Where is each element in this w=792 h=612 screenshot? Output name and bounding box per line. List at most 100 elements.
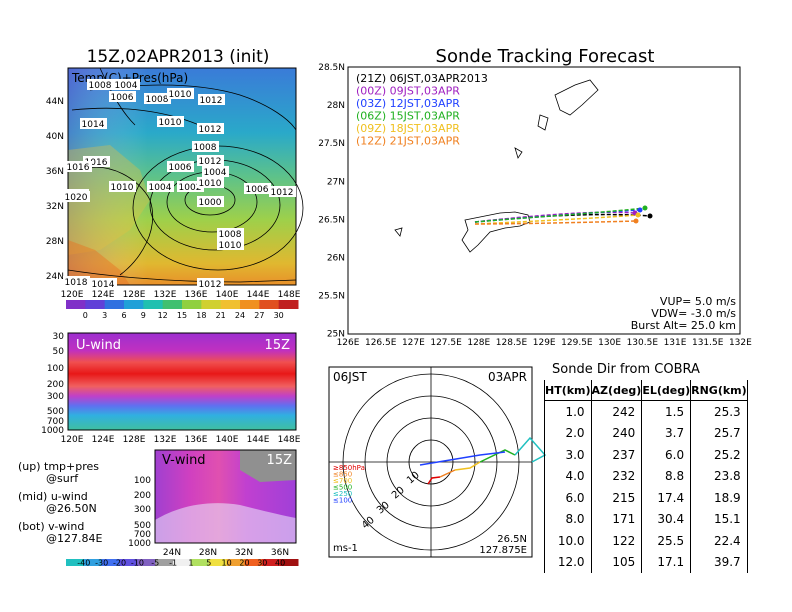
table-cell: 22.4 <box>690 530 748 552</box>
isobar-label-box <box>217 239 244 250</box>
isobar-label-box <box>192 141 219 152</box>
isobar-label: 1006 <box>109 91 136 103</box>
isobar-label-box <box>157 116 184 127</box>
note-bot-level: @127.84E <box>46 532 102 545</box>
wind-colorbar: -40 -30 -20 -10 -5 -1 1 5 10 20 30 40 <box>66 559 299 568</box>
isobar-label-text: 1010 <box>199 179 222 189</box>
lon-tick-label: 126E <box>337 338 360 348</box>
table-row: 8.0 171 30.4 15.1 <box>544 508 748 530</box>
isobar-label-text: 1018 <box>65 278 88 288</box>
isobar-label: 1012 <box>197 123 224 135</box>
table-cell: 25.5 <box>641 530 692 552</box>
lat-tick-label: 27N <box>327 177 345 187</box>
table-cell: 17.1 <box>641 551 692 573</box>
table-row: 6.0 215 17.4 18.9 <box>544 487 748 509</box>
isobar-label: 1012 <box>198 94 225 106</box>
isobar-label: 1008 <box>144 93 171 105</box>
lat-tick-label: 44N <box>46 97 64 107</box>
lon-tick-label: 140E <box>216 435 239 445</box>
level-legend-entry: ≤250 <box>333 490 352 498</box>
u-wind-panel <box>67 332 297 431</box>
lon-tick-label: 126.5E <box>365 338 397 348</box>
level-legend-entry: ≤500 <box>333 484 352 492</box>
isobar-label-box <box>167 161 194 172</box>
isobar-label-box <box>197 177 224 188</box>
lon-tick-label: 130E <box>598 338 621 348</box>
u-wind-time: 15Z <box>265 338 291 353</box>
map-title: 15Z,02APR2013 (init) <box>87 47 270 67</box>
isobar-label-box <box>147 181 174 192</box>
table-cell: 6.0 <box>544 487 592 509</box>
lat-tick-label: 24N <box>163 548 181 558</box>
pressure-tick-label: 700 <box>134 530 151 540</box>
map-lon-labels: 120E 124E 128E 132E 136E 140E 144E 148E <box>61 290 301 300</box>
table-cell: 2.0 <box>544 422 592 444</box>
lat-tick-label: 24N <box>46 272 64 282</box>
table-cell: 237 <box>590 444 643 466</box>
note-mid: (mid) u-wind <box>18 490 88 503</box>
isobar-label-text: 1010 <box>111 183 134 193</box>
lon-tick-label: 127E <box>402 338 425 348</box>
v-wind-lat-labels: 24N 28N 32N 36N <box>163 548 289 558</box>
isobar-label-box <box>109 91 136 102</box>
lon-tick-label: 128E <box>123 435 146 445</box>
isobar-label-box <box>177 181 204 192</box>
isobar-label-text: 1014 <box>82 120 105 130</box>
lat-tick-label: 25N <box>327 330 345 340</box>
lon-tick-label: 120E <box>61 290 84 300</box>
isobar-label: 1010 <box>109 181 136 193</box>
v-wind-panel <box>154 449 297 544</box>
table-cell: 3.0 <box>544 444 592 466</box>
header-el: EL(deg) <box>641 380 692 401</box>
polar-lat: 26.5N <box>497 534 527 545</box>
colorbar-tick-label: -20 <box>113 559 126 568</box>
tracking-lat-labels: 28.5N 28N 27.5N 27N 26.5N 26N 25.5N 25N <box>318 63 345 340</box>
table-cell: 215 <box>590 487 643 509</box>
tracking-panel <box>347 66 741 335</box>
isobar-label: 1010 <box>157 116 184 128</box>
level-legend-entry: ≤700 <box>333 477 352 485</box>
table-cell: 122 <box>590 530 643 552</box>
lat-tick-label: 40N <box>46 132 64 142</box>
colorbar-swatch <box>280 559 299 566</box>
table-cell: 232 <box>590 465 643 487</box>
polar-time: 06JST <box>333 370 367 384</box>
v-wind-time: 15Z <box>267 453 293 468</box>
table-cell: 10.0 <box>544 530 592 552</box>
u-wind-label: U-wind <box>76 338 121 353</box>
isobar-label-box <box>65 161 92 172</box>
table-cell: 39.7 <box>690 551 748 573</box>
colorbar-swatch <box>124 300 144 309</box>
lat-tick-label: 28N <box>46 237 64 247</box>
pressure-tick-label: 300 <box>47 392 64 402</box>
isobar-label-text: 1012 <box>199 125 222 135</box>
lat-tick-label: 32N <box>235 548 253 558</box>
isobar-label-text: 1008 <box>146 95 169 105</box>
lon-tick-label: 124E <box>92 290 115 300</box>
colorbar-tick-label: -5 <box>151 559 159 568</box>
lon-tick-label: 144E <box>247 290 270 300</box>
isobar-label-box <box>197 123 224 134</box>
colorbar-swatch <box>104 300 125 309</box>
legend-entry: (21Z) 06JST,03APR2013 <box>356 72 488 85</box>
isobar-label-box <box>202 166 229 177</box>
colorbar-swatch <box>190 559 210 566</box>
polar-panel <box>328 366 547 558</box>
map-lat-labels: 44N 40N 36N 32N 28N 24N <box>46 97 64 282</box>
temperature-colorbar: 0 3 6 9 12 15 18 21 24 27 30 <box>66 300 299 320</box>
polar-level-legend: ≥850hPa≤850≤700≤500≤250≤100 <box>333 464 365 505</box>
isobar-label: 1010 <box>167 88 194 100</box>
isobar-label: 1008 <box>217 228 244 240</box>
lat-tick-label: 27.5N <box>318 139 345 149</box>
lon-tick-label: 140E <box>216 290 239 300</box>
lon-tick-label: 130.5E <box>627 338 659 348</box>
v-wind-label: V-wind <box>162 453 206 468</box>
lon-tick-label: 144E <box>247 435 270 445</box>
isobar-label-text: 1004 <box>149 183 172 193</box>
colorbar-swatch <box>244 559 263 566</box>
isobar-label-text: 1016 <box>67 163 90 173</box>
colorbar-swatch <box>85 300 106 309</box>
colorbar-swatch <box>262 559 281 566</box>
table-cell: 12.0 <box>544 551 592 573</box>
